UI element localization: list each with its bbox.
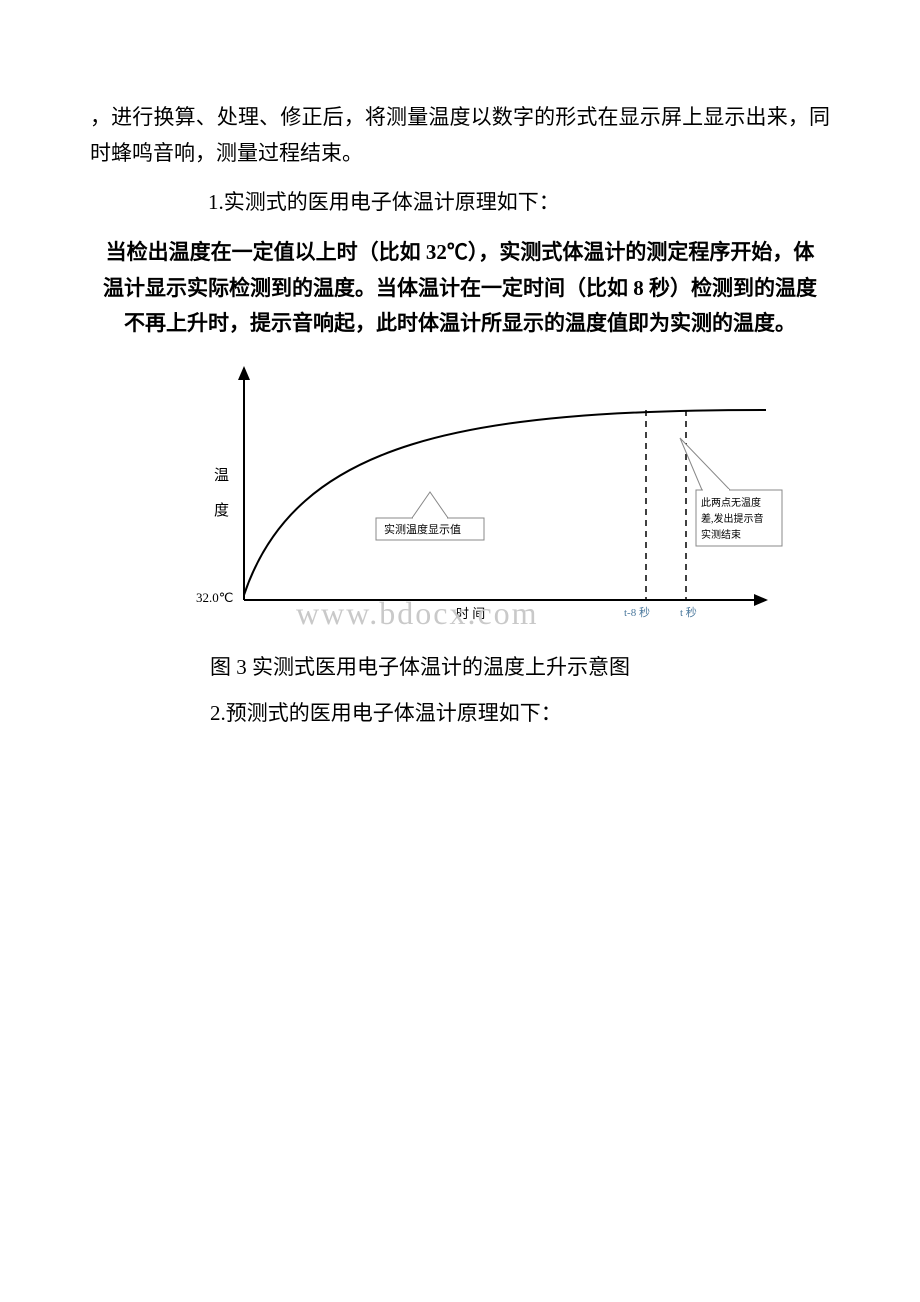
svg-text:差,发出提示音: 差,发出提示音	[701, 512, 764, 525]
temperature-chart: 温度 32.0℃ 时 间 t-8 秒 t 秒 实测温度显示值 此两点无温度差,发出提示音实测…	[166, 360, 786, 640]
svg-text:度: 度	[214, 502, 229, 519]
svg-text:实测温度显示值: 实测温度显示值	[384, 522, 461, 536]
svg-text:t-8 秒: t-8 秒	[624, 605, 650, 619]
svg-text:时 间: 时 间	[456, 606, 485, 621]
svg-text:32.0℃: 32.0℃	[196, 590, 233, 605]
svg-text:实测结束: 实测结束	[701, 528, 741, 541]
figure-caption: 图 3 实测式医用电子体温计的温度上升示意图	[210, 650, 830, 686]
chart-svg: 温度 32.0℃ 时 间 t-8 秒 t 秒 实测温度显示值 此两点无温度差,发出提示音实测…	[166, 360, 786, 640]
item-1: 1.实测式的医用电子体温计原理如下：	[166, 185, 830, 221]
item-2: 2.预测式的医用电子体温计原理如下：	[210, 696, 830, 732]
svg-text:t 秒: t 秒	[680, 605, 697, 619]
lead-paragraph: ，进行换算、处理、修正后，将测量温度以数字的形式在显示屏上显示出来，同时蜂鸣音响…	[90, 100, 830, 171]
bold-explanation: 当检出温度在一定值以上时（比如 32℃），实测式体温计的测定程序开始，体温计显示…	[90, 235, 830, 342]
svg-text:此两点无温度: 此两点无温度	[701, 496, 761, 509]
svg-text:温: 温	[214, 467, 229, 484]
